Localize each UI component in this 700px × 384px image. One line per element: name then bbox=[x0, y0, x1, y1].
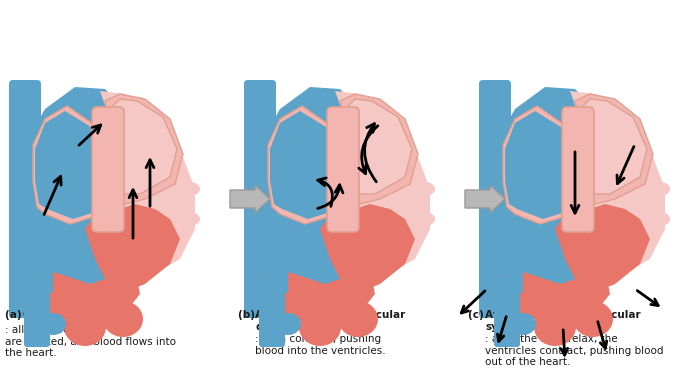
Ellipse shape bbox=[25, 242, 53, 256]
Text: (c): (c) bbox=[468, 310, 487, 320]
Polygon shape bbox=[268, 106, 347, 224]
Polygon shape bbox=[350, 204, 415, 294]
Polygon shape bbox=[105, 94, 183, 204]
Polygon shape bbox=[497, 209, 610, 329]
Ellipse shape bbox=[260, 242, 288, 256]
Polygon shape bbox=[115, 204, 180, 294]
Ellipse shape bbox=[275, 313, 301, 335]
Text: : atria contract, pushing
blood into the ventricles.: : atria contract, pushing blood into the… bbox=[255, 334, 386, 356]
FancyBboxPatch shape bbox=[327, 107, 359, 232]
Ellipse shape bbox=[415, 212, 435, 226]
Ellipse shape bbox=[650, 212, 670, 226]
FancyBboxPatch shape bbox=[266, 259, 288, 293]
FancyBboxPatch shape bbox=[501, 259, 523, 293]
Polygon shape bbox=[503, 106, 582, 224]
Text: : all chambers
are relaxed, and blood flows into
the heart.: : all chambers are relaxed, and blood fl… bbox=[5, 325, 176, 358]
Polygon shape bbox=[585, 204, 650, 294]
Text: Atrial systole, ventricular: Atrial systole, ventricular bbox=[255, 310, 405, 320]
Ellipse shape bbox=[40, 313, 66, 335]
Polygon shape bbox=[575, 94, 653, 204]
Polygon shape bbox=[27, 209, 140, 329]
Polygon shape bbox=[255, 87, 365, 314]
Polygon shape bbox=[262, 209, 375, 329]
Ellipse shape bbox=[64, 308, 106, 346]
Polygon shape bbox=[340, 94, 418, 204]
Ellipse shape bbox=[257, 220, 279, 238]
Polygon shape bbox=[270, 111, 348, 219]
FancyBboxPatch shape bbox=[479, 80, 511, 318]
FancyBboxPatch shape bbox=[31, 259, 53, 293]
Polygon shape bbox=[20, 87, 130, 314]
FancyArrow shape bbox=[465, 185, 505, 213]
Text: : after the atria relax, the
ventricles contract, pushing blood
out of the heart: : after the atria relax, the ventricles … bbox=[485, 334, 664, 367]
Ellipse shape bbox=[495, 242, 523, 256]
FancyBboxPatch shape bbox=[92, 107, 124, 232]
Ellipse shape bbox=[492, 220, 514, 238]
Ellipse shape bbox=[415, 182, 435, 196]
Text: systole: systole bbox=[485, 322, 527, 332]
Ellipse shape bbox=[650, 182, 670, 196]
Text: (b): (b) bbox=[238, 310, 258, 320]
FancyArrow shape bbox=[230, 185, 270, 213]
Text: (a): (a) bbox=[5, 310, 25, 320]
FancyBboxPatch shape bbox=[9, 80, 41, 318]
Text: Atrial diastole, ventricular: Atrial diastole, ventricular bbox=[485, 310, 640, 320]
Polygon shape bbox=[490, 87, 600, 314]
Ellipse shape bbox=[22, 220, 44, 238]
Polygon shape bbox=[580, 99, 647, 194]
Ellipse shape bbox=[260, 172, 288, 186]
FancyBboxPatch shape bbox=[562, 107, 594, 232]
Ellipse shape bbox=[495, 172, 523, 186]
Ellipse shape bbox=[25, 172, 53, 186]
Polygon shape bbox=[262, 99, 345, 229]
Ellipse shape bbox=[180, 182, 200, 196]
Polygon shape bbox=[497, 99, 580, 229]
Polygon shape bbox=[27, 99, 110, 229]
Ellipse shape bbox=[103, 301, 143, 337]
Ellipse shape bbox=[510, 313, 536, 335]
Polygon shape bbox=[345, 99, 412, 194]
Polygon shape bbox=[100, 91, 195, 294]
FancyBboxPatch shape bbox=[494, 276, 520, 347]
Text: Cardiac diastole: Cardiac diastole bbox=[23, 310, 118, 320]
Ellipse shape bbox=[180, 212, 200, 226]
FancyBboxPatch shape bbox=[244, 80, 276, 318]
Polygon shape bbox=[335, 91, 430, 294]
Text: diastole: diastole bbox=[255, 322, 302, 332]
Polygon shape bbox=[570, 91, 665, 294]
Polygon shape bbox=[33, 106, 112, 224]
FancyBboxPatch shape bbox=[24, 276, 50, 347]
Ellipse shape bbox=[299, 308, 341, 346]
Ellipse shape bbox=[338, 301, 378, 337]
Polygon shape bbox=[35, 111, 113, 219]
Ellipse shape bbox=[573, 301, 613, 337]
FancyBboxPatch shape bbox=[259, 276, 285, 347]
Polygon shape bbox=[110, 99, 177, 194]
Ellipse shape bbox=[534, 308, 576, 346]
Polygon shape bbox=[505, 111, 583, 219]
